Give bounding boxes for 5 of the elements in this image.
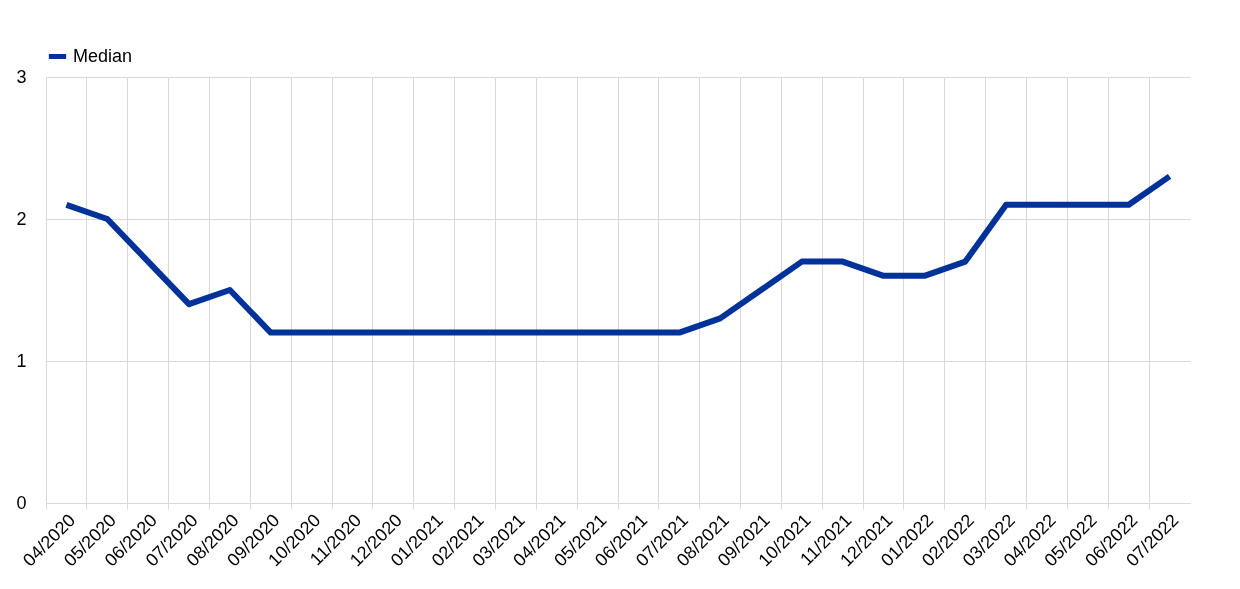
y-tick-label: 3 bbox=[16, 66, 27, 87]
legend-label: Median bbox=[73, 45, 133, 66]
y-tick-label: 1 bbox=[16, 350, 27, 371]
y-tick-label: 2 bbox=[16, 208, 27, 229]
y-tick-label: 0 bbox=[16, 492, 27, 513]
